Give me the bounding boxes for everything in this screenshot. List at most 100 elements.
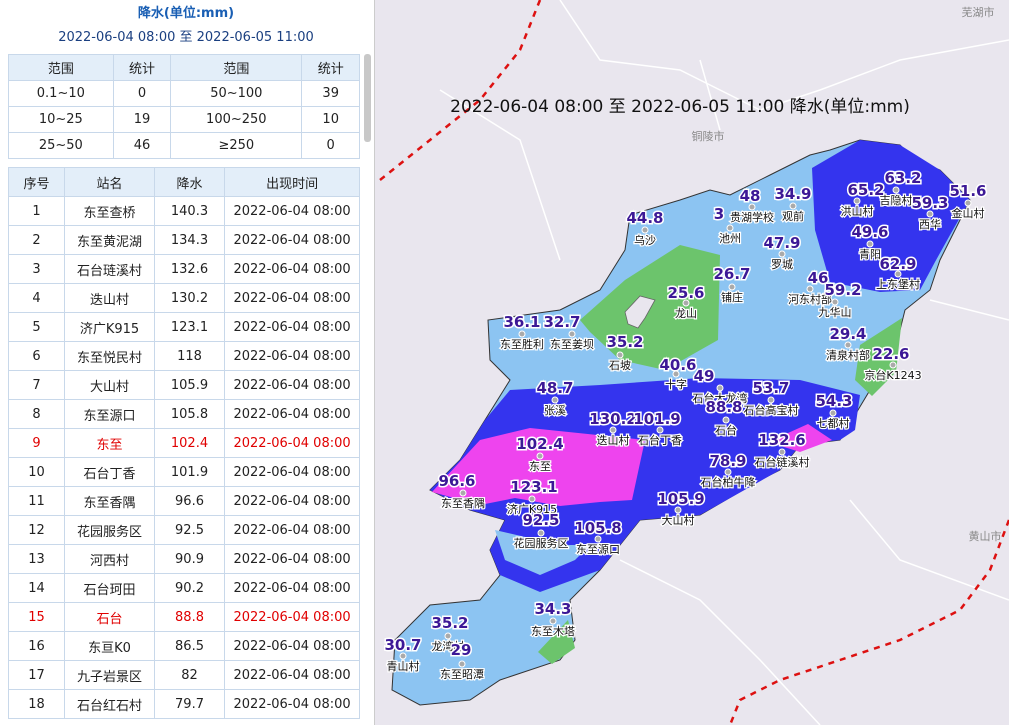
station-marker — [831, 298, 839, 306]
station-name: 铺庄 — [721, 290, 743, 304]
ranking-cell: 2022-06-04 08:00 — [224, 660, 360, 690]
station-name: 大山村 — [662, 513, 695, 527]
ranking-cell: 东至源口 — [64, 399, 155, 429]
station-name: 东至 — [529, 460, 551, 473]
station-marker — [458, 660, 466, 668]
station-marker — [844, 341, 852, 349]
station-marker — [767, 396, 775, 404]
station-name: 张溪 — [544, 404, 566, 417]
summary-cell: 10 — [301, 106, 360, 133]
ranking-cell: 2022-06-04 08:00 — [224, 312, 360, 342]
station-value: 123.1 — [510, 478, 557, 496]
ranking-cell: 石台丁香 — [64, 457, 155, 487]
ranking-cell: 102.4 — [153, 428, 226, 458]
ranking-cell: 石台红石村 — [64, 689, 155, 719]
station-name: 石台柏牛降 — [701, 475, 756, 489]
station-name: 花园服务区 — [514, 537, 569, 550]
region-blue-ne — [812, 140, 970, 292]
station-marker — [674, 506, 682, 514]
station-value: 22.6 — [872, 345, 909, 363]
station-marker — [829, 409, 837, 417]
station-name: 乌沙 — [634, 233, 656, 247]
station-value: 48 — [740, 187, 761, 205]
station-value: 101.9 — [633, 410, 680, 428]
station-value: 30.7 — [384, 636, 421, 654]
header-cell: 出现时间 — [224, 167, 360, 197]
summary-row: 10~25 19 100~250 10 — [8, 106, 360, 133]
station-value: 49.6 — [851, 223, 888, 241]
station-name: 上东堡村 — [876, 277, 920, 291]
ranking-cell: 10 — [7, 457, 66, 487]
ranking-cell: 92.5 — [153, 515, 226, 545]
ranking-row: 4 迭山村 130.2 2022-06-04 08:00 — [7, 283, 360, 313]
station-marker — [549, 617, 557, 625]
ranking-cell: 4 — [7, 283, 66, 313]
ranking-cell: 7 — [7, 370, 66, 400]
station-value: 36.1 — [503, 313, 540, 331]
ranking-cell: 大山村 — [64, 370, 155, 400]
station-marker — [748, 203, 756, 211]
station-value: 62.9 — [879, 255, 916, 273]
station-value: 59.2 — [824, 281, 861, 299]
station-name: 西华 — [919, 217, 941, 231]
ranking-cell: 18 — [7, 689, 66, 719]
city-label: 铜陵市 — [692, 129, 725, 143]
station-name: 石台丁香 — [638, 433, 682, 447]
ranking-cell: 118 — [153, 341, 226, 371]
station-value: 29.4 — [829, 325, 866, 343]
panel-title: 降水(单位:mm) — [137, 6, 235, 21]
station-value: 34.3 — [534, 600, 571, 618]
region-magenta — [432, 428, 645, 506]
ranking-cell: 86.5 — [153, 631, 226, 661]
station-name: 观前 — [782, 209, 804, 223]
ranking-row: 17 九子岩景区 82 2022-06-04 08:00 — [7, 660, 360, 690]
header-cell: 降水 — [153, 167, 226, 197]
summary-table: 范围 统计 范围 统计 0.1~10 0 50~100 39 10~25 19 100~250 10 2… — [8, 54, 360, 159]
summary-cell: 0 — [301, 132, 360, 159]
header-row: 序号 站名 降水 出现时间 — [7, 167, 360, 197]
station-name: 十字 — [665, 377, 687, 391]
station-name: 石坡 — [609, 359, 631, 372]
station-marker — [806, 285, 814, 293]
ranking-cell: 3 — [7, 254, 66, 284]
panel-period: 2022-06-04 08:00 至 2022-06-05 11:00 — [58, 30, 314, 45]
ranking-cell: 2022-06-04 08:00 — [224, 573, 360, 603]
station-name: 石台高宝村 — [744, 403, 799, 417]
station-name: 东至香隅 — [441, 497, 485, 510]
station-value: 51.6 — [949, 182, 986, 200]
station-value: 54.3 — [815, 392, 852, 410]
station-name: 东至胜利 — [500, 337, 544, 351]
station-value: 96.6 — [438, 472, 475, 490]
ranking-cell: 石台珂田 — [64, 573, 155, 603]
ranking-row: 9 东至 102.4 2022-06-04 08:00 — [7, 428, 360, 458]
summary-cell: 0 — [112, 80, 172, 107]
summary-cell: 46 — [112, 132, 172, 159]
ranking-table: 序号 站名 降水 出现时间 1 东至查桥 140.3 2022-06-04 08:00 2 东至黄… — [7, 167, 360, 719]
station-value: 65.2 — [847, 181, 884, 199]
station-name: 东至木塔 — [531, 625, 575, 638]
station-marker — [459, 489, 467, 497]
station-marker — [594, 535, 602, 543]
scrollbar[interactable] — [364, 54, 371, 142]
city-label: 芜湖市 — [962, 5, 995, 19]
ranking-cell: 11 — [7, 486, 66, 516]
header-cell: 统计 — [301, 54, 360, 81]
ranking-row: 7 大山村 105.9 2022-06-04 08:00 — [7, 370, 360, 400]
ranking-row: 13 河西村 90.9 2022-06-04 08:00 — [7, 544, 360, 574]
station-value: 132.6 — [758, 431, 805, 449]
station-value: 59.3 — [911, 194, 948, 212]
station-name: 东至源口 — [576, 542, 620, 556]
station-name: 青阳 — [859, 248, 881, 261]
region-green-east — [855, 318, 902, 396]
station-value: 35.2 — [431, 614, 468, 632]
station-marker — [724, 468, 732, 476]
region-green-south — [538, 620, 575, 664]
ranking-cell: 2022-06-04 08:00 — [224, 544, 360, 574]
city-label: 黄山市 — [969, 529, 1002, 543]
station-marker — [537, 529, 545, 537]
ranking-cell: 16 — [7, 631, 66, 661]
ranking-row: 6 东至悦民村 118 2022-06-04 08:00 — [7, 341, 360, 371]
ranking-row: 10 石台丁香 101.9 2022-06-04 08:00 — [7, 457, 360, 487]
station-value: 102.4 — [516, 435, 563, 453]
